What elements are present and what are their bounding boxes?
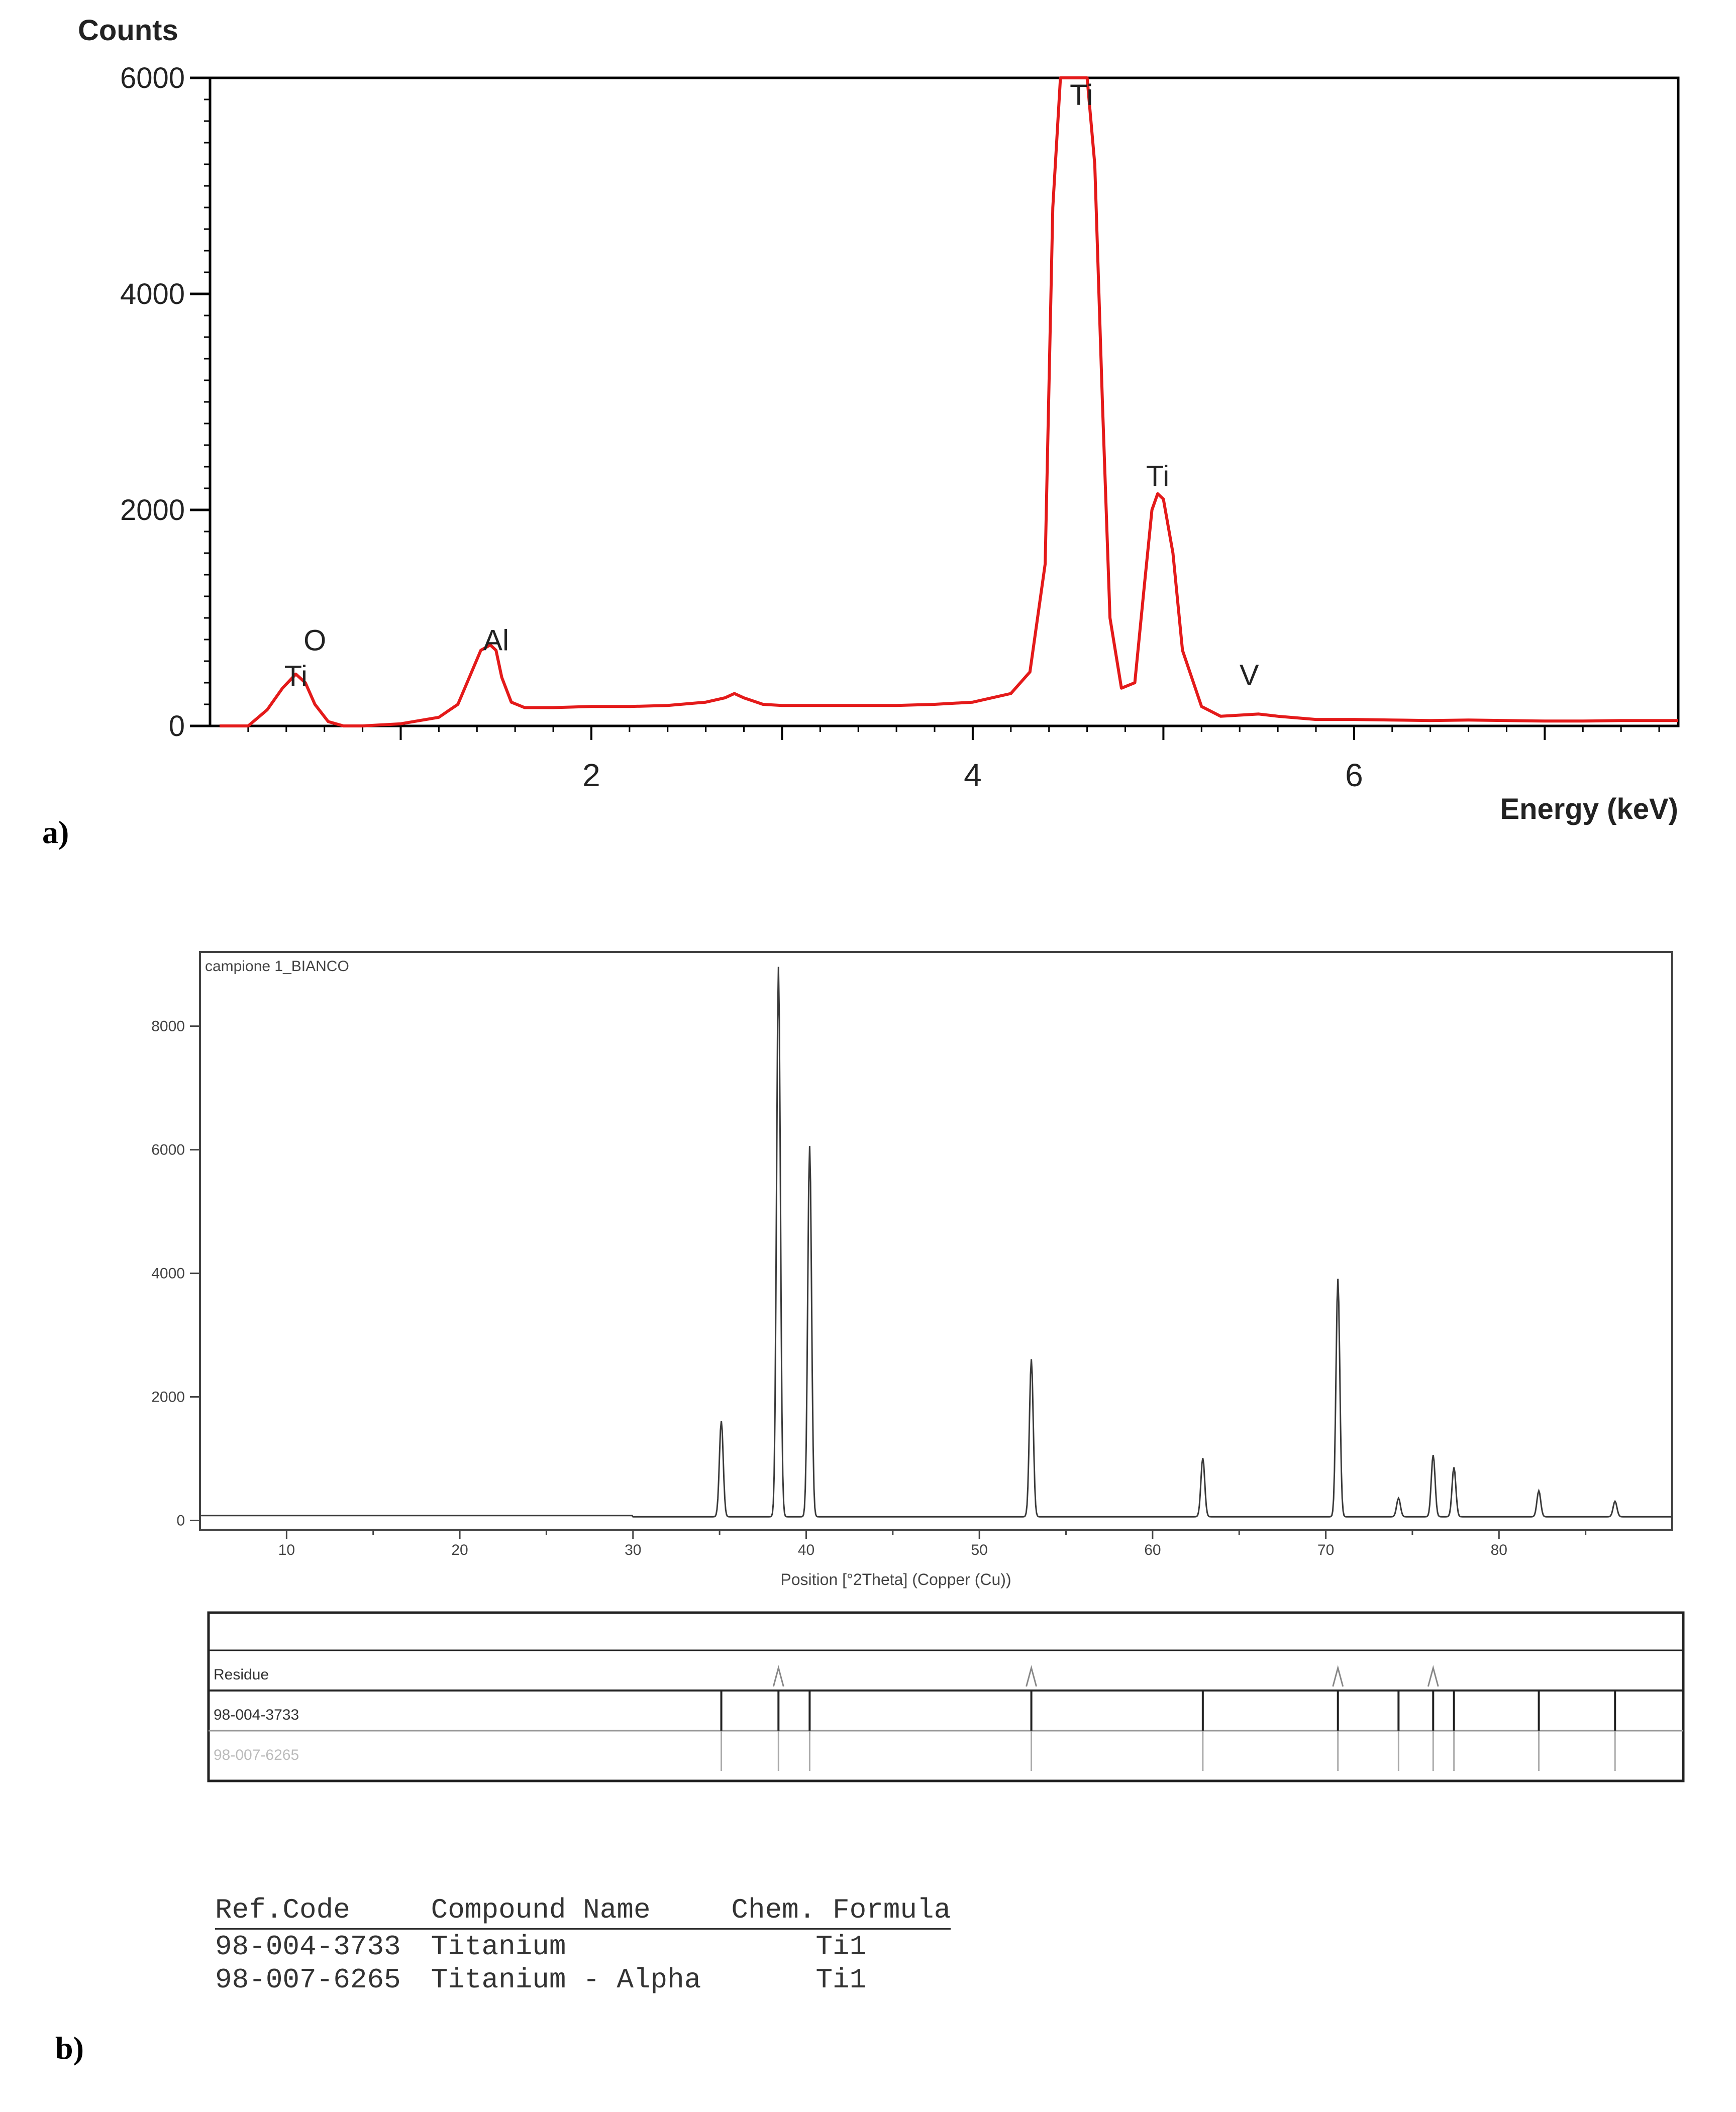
x-tick-label: 2 <box>582 757 600 793</box>
xrd-plot-frame <box>199 951 1673 1531</box>
x-tick-label: 10 <box>278 1542 295 1558</box>
panel-label-b: b) <box>55 2030 84 2066</box>
formula-cell: Ti1 <box>815 1931 867 1963</box>
reference-row-label: Residue <box>214 1666 269 1683</box>
y-tick-label: 0 <box>176 1513 185 1529</box>
peak-label: Ti <box>1146 460 1169 493</box>
header-compound-name: Compound Name <box>431 1894 732 1930</box>
peak-label: O <box>303 624 326 657</box>
ref-code-cell: 98-007-6265 <box>215 1964 401 1996</box>
residue-peak <box>1427 1665 1439 1687</box>
residue-peak <box>772 1665 784 1687</box>
reference-strip-frame <box>207 1611 1685 1782</box>
peak-label: Ti <box>284 660 308 692</box>
y-tick-label: 2000 <box>151 1389 185 1406</box>
y-tick-label: 2000 <box>120 494 185 526</box>
table-row: 98-004-3733 Titanium Ti1 <box>215 1929 951 1963</box>
y-tick-label: 0 <box>169 710 185 743</box>
x-tick-label: 20 <box>451 1542 468 1558</box>
peak-label: Al <box>483 624 509 657</box>
xrd-chart: campione 1_BIANCO 0 2000 4000 6000 8000 10 20 30… <box>151 951 1685 1782</box>
xrd-sample-title: campione 1_BIANCO <box>205 958 349 975</box>
peak-label: V <box>1240 659 1259 691</box>
residue-peak <box>1332 1665 1344 1687</box>
y-tick-label: 4000 <box>151 1265 185 1282</box>
x-tick-label: 4 <box>964 757 982 793</box>
y-tick-label: 4000 <box>120 278 185 310</box>
header-chem-formula: Chem. Formula <box>731 1894 951 1930</box>
x-axis-label: Position [°2Theta] (Copper (Cu)) <box>780 1570 1011 1589</box>
peak-label: Ti <box>1070 79 1093 112</box>
reference-table-header: Ref.Code Compound Name Chem. Formula <box>215 1894 951 1930</box>
y-tick-label: 6000 <box>151 1142 185 1158</box>
compound-name-cell: Titanium - Alpha <box>431 1964 701 1996</box>
panel-label-a: a) <box>42 814 69 850</box>
reference-row-label: 98-004-3733 <box>214 1707 299 1723</box>
x-tick-label: 80 <box>1491 1542 1507 1558</box>
header-ref-code: Ref.Code <box>215 1894 431 1930</box>
xrd-pattern-line <box>200 967 1672 1518</box>
formula-cell: Ti1 <box>815 1964 867 1996</box>
reference-row-label: 98-007-6265 <box>214 1747 299 1763</box>
ref-code-cell: 98-004-3733 <box>215 1931 401 1963</box>
residue-peak <box>1026 1665 1038 1687</box>
x-tick-label: 40 <box>798 1542 814 1558</box>
y-tick-label: 8000 <box>151 1018 185 1035</box>
x-axis-label: Energy (keV) <box>1500 793 1678 825</box>
y-tick-label: 6000 <box>120 62 185 94</box>
compound-name-cell: Titanium <box>431 1931 566 1963</box>
reference-table: Ref.Code Compound Name Chem. Formula 98-… <box>215 1894 951 1996</box>
table-row: 98-007-6265 Titanium - Alpha Ti1 <box>215 1963 951 1996</box>
x-tick-label: 30 <box>625 1542 641 1558</box>
y-axis-label: Counts <box>78 14 178 47</box>
x-tick-label: 60 <box>1144 1542 1161 1558</box>
x-tick-label: 6 <box>1345 757 1363 793</box>
eds-spectrum-line <box>220 76 1678 727</box>
x-tick-label: 50 <box>971 1542 987 1558</box>
x-tick-label: 70 <box>1317 1542 1334 1558</box>
